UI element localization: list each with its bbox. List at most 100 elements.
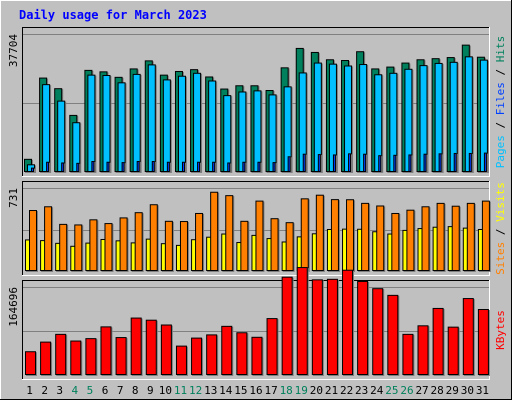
bar-kbytes-23 [357, 280, 369, 376]
bar-pages-22 [348, 153, 352, 172]
bar-sites-8 [134, 212, 143, 271]
bar-kbytes-19 [296, 267, 308, 375]
bar-kbytes-14 [221, 325, 233, 376]
chart-title: Daily usage for March 2023 [19, 8, 207, 22]
bar-files-3 [57, 100, 66, 172]
bar-sites-16 [255, 200, 264, 271]
x-label-day-3: 3 [56, 384, 63, 397]
bar-pages-8 [136, 161, 140, 172]
x-label-day-23: 23 [355, 384, 368, 397]
bar-pages-30 [468, 152, 472, 172]
panel-mid-legend: Sites / Visits [494, 182, 507, 275]
bar-kbytes-24 [372, 288, 384, 376]
x-label-day-12: 12 [189, 384, 202, 397]
x-label-day-27: 27 [415, 384, 428, 397]
bar-sites-9 [149, 204, 158, 271]
bar-kbytes-31 [477, 309, 489, 375]
bar-kbytes-20 [311, 279, 323, 375]
panel-bot: 164696 KBytes [7, 267, 507, 380]
bar-kbytes-8 [130, 317, 142, 376]
bar-kbytes-21 [326, 278, 338, 376]
bar-sites-12 [195, 212, 204, 271]
bar-kbytes-15 [236, 332, 248, 375]
bar-sites-19 [300, 198, 309, 272]
bar-pages-19 [302, 153, 306, 172]
x-label-day-2: 2 [41, 384, 48, 397]
bar-pages-6 [106, 161, 110, 173]
bar-pages-1 [31, 167, 34, 173]
series-sites [29, 191, 491, 272]
bar-kbytes-6 [100, 326, 112, 375]
bar-sites-26 [406, 209, 415, 272]
bar-files-9 [147, 64, 156, 172]
x-label-day-11: 11 [174, 384, 187, 397]
bar-pages-7 [121, 162, 125, 172]
bar-sites-14 [225, 195, 234, 271]
x-label-day-28: 28 [431, 384, 444, 397]
panel-mid-legend-2: Visits [494, 182, 507, 222]
series-kbytes [25, 267, 490, 376]
x-label-day-4: 4 [72, 384, 79, 397]
bar-kbytes-4 [70, 340, 82, 375]
bar-pages-4 [76, 162, 80, 172]
bar-pages-29 [453, 152, 457, 172]
x-label-day-5: 5 [87, 384, 94, 397]
bar-kbytes-18 [281, 276, 293, 375]
bar-kbytes-12 [191, 337, 203, 375]
bar-pages-16 [257, 161, 261, 173]
panel-top-legend-4: Hits [494, 36, 507, 63]
x-label-day-24: 24 [370, 384, 384, 397]
panel-bot-y-max-label: 164696 [7, 287, 20, 327]
bar-pages-18 [287, 156, 291, 172]
x-label-day-16: 16 [249, 384, 262, 397]
panel-bot-legend-0: KBytes [494, 310, 507, 350]
bar-pages-25 [393, 154, 397, 172]
x-label-day-10: 10 [159, 384, 172, 397]
bar-sites-10 [164, 220, 173, 271]
chart-panels: 37704 Pages / Files / Hits 731 Sites / Visi… [7, 27, 507, 380]
bar-sites-29 [451, 205, 460, 271]
bar-sites-2 [44, 206, 53, 272]
bar-pages-12 [197, 161, 201, 173]
bar-kbytes-26 [402, 333, 414, 376]
bar-sites-25 [391, 212, 400, 271]
x-label-day-13: 13 [204, 384, 217, 397]
bar-files-10 [162, 79, 171, 172]
panel-top-legend-2: Files [494, 82, 507, 115]
x-label-day-1: 1 [26, 384, 33, 397]
bar-files-15 [238, 91, 247, 172]
panel-mid-legend-1: / [494, 222, 507, 242]
bar-sites-11 [179, 221, 188, 272]
bar-sites-4 [74, 224, 83, 271]
bar-sites-1 [29, 210, 37, 271]
x-label-day-30: 30 [461, 384, 474, 397]
bar-files-6 [102, 75, 111, 172]
bar-pages-23 [363, 153, 367, 172]
bar-kbytes-25 [387, 294, 399, 375]
bar-sites-28 [436, 202, 445, 271]
bar-pages-13 [212, 161, 216, 173]
x-label-day-14: 14 [219, 384, 233, 397]
bar-pages-5 [91, 161, 95, 172]
bar-sites-7 [119, 217, 128, 271]
bar-files-8 [132, 73, 141, 172]
bar-sites-15 [240, 220, 249, 271]
bar-sites-23 [361, 202, 370, 271]
x-label-day-8: 8 [132, 384, 139, 397]
bar-pages-26 [408, 154, 412, 173]
bar-files-7 [117, 82, 126, 172]
bar-sites-30 [466, 202, 475, 271]
bar-kbytes-16 [251, 336, 263, 375]
bar-kbytes-22 [342, 269, 354, 376]
bar-sites-31 [481, 200, 490, 271]
bar-pages-21 [332, 154, 336, 173]
bar-pages-17 [272, 162, 276, 172]
bar-kbytes-1 [25, 351, 36, 376]
bar-sites-6 [104, 223, 113, 271]
bar-pages-28 [438, 153, 442, 172]
x-label-day-21: 21 [325, 384, 338, 397]
panel-mid: 731 Sites / Visits [7, 181, 507, 276]
x-label-day-25: 25 [385, 384, 398, 397]
